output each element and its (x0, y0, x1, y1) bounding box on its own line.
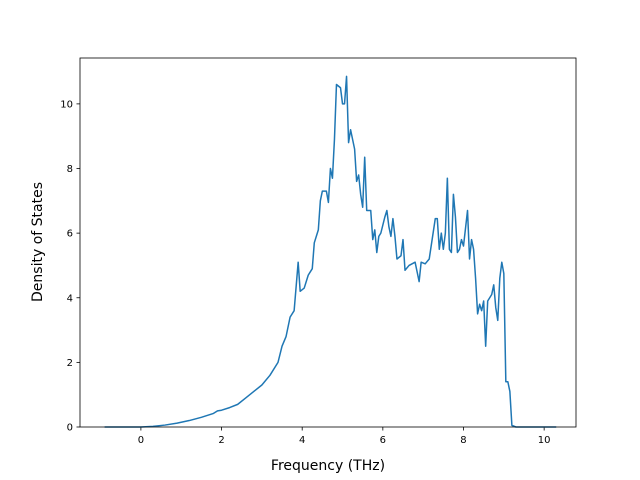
x-tick-label: 6 (380, 435, 386, 446)
x-tick-label: 4 (299, 435, 305, 446)
y-tick-label: 0 (67, 423, 73, 434)
x-axis-label: Frequency (THz) (271, 458, 385, 474)
y-tick-label: 6 (67, 229, 73, 240)
x-tick-label: 0 (138, 435, 144, 446)
y-axis-label: Density of States (30, 182, 46, 302)
x-tick-label: 10 (538, 435, 551, 446)
y-tick-label: 2 (67, 358, 73, 369)
x-tick-label: 2 (218, 435, 224, 446)
y-tick-label: 10 (60, 99, 73, 110)
y-tick-label: 4 (67, 293, 73, 304)
data-line (104, 75, 557, 428)
plot-frame (79, 57, 577, 428)
x-tick-label: 8 (460, 435, 466, 446)
y-tick-label: 8 (67, 164, 73, 175)
